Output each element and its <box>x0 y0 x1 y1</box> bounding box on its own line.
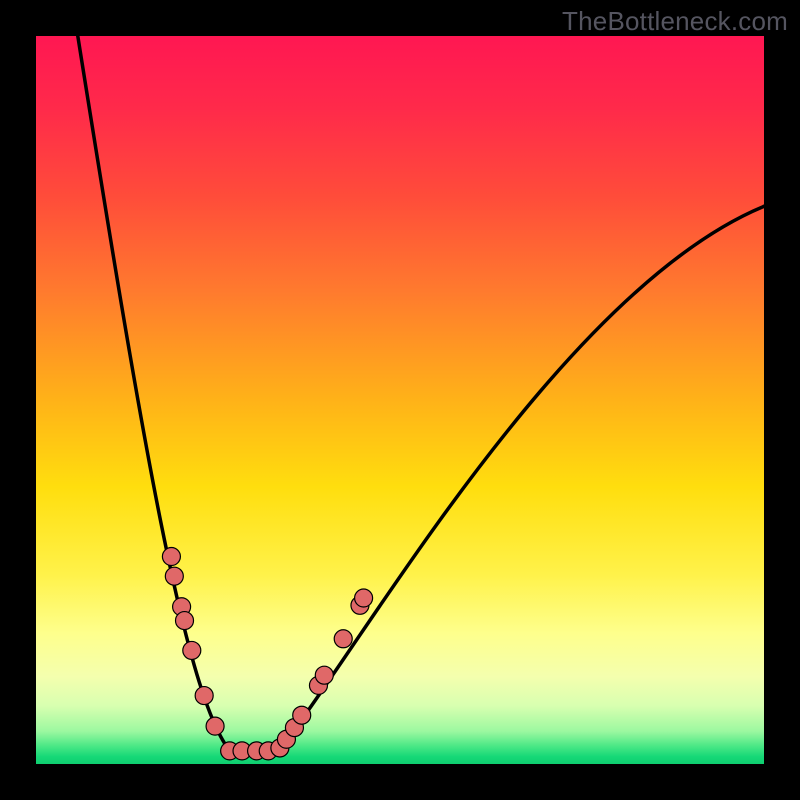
marker-point <box>206 717 224 735</box>
marker-point <box>162 548 180 566</box>
marker-point <box>293 706 311 724</box>
marker-point <box>195 687 213 705</box>
bottleneck-curve <box>76 36 764 752</box>
marker-point <box>176 612 194 630</box>
marker-point <box>355 589 373 607</box>
watermark-text: TheBottleneck.com <box>562 6 788 37</box>
marker-point <box>183 641 201 659</box>
marker-point <box>334 630 352 648</box>
marker-point <box>165 567 183 585</box>
curve-layer <box>36 36 764 764</box>
markers-group <box>162 548 372 760</box>
plot-area <box>36 36 764 764</box>
marker-point <box>315 666 333 684</box>
